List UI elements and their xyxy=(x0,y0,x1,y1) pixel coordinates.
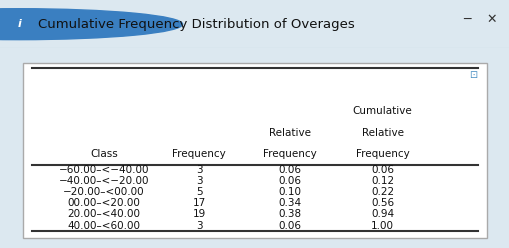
Text: 0.06: 0.06 xyxy=(278,165,301,175)
Text: 40.00–<60.00: 40.00–<60.00 xyxy=(68,220,140,231)
Text: 5: 5 xyxy=(195,187,202,197)
Text: Frequency: Frequency xyxy=(355,149,409,159)
FancyBboxPatch shape xyxy=(23,63,486,238)
Text: Frequency: Frequency xyxy=(263,149,316,159)
Text: 0.94: 0.94 xyxy=(371,210,393,219)
Text: Relative: Relative xyxy=(268,127,310,138)
Text: 17: 17 xyxy=(192,198,206,208)
Text: 00.00–<20.00: 00.00–<20.00 xyxy=(68,198,140,208)
Text: 0.06: 0.06 xyxy=(278,176,301,186)
Text: 3: 3 xyxy=(195,220,202,231)
Text: ⊡: ⊡ xyxy=(468,70,476,81)
Text: 0.38: 0.38 xyxy=(278,210,301,219)
Text: 0.12: 0.12 xyxy=(371,176,393,186)
Text: Frequency: Frequency xyxy=(172,149,225,159)
Text: 1.00: 1.00 xyxy=(371,220,393,231)
Text: 0.10: 0.10 xyxy=(278,187,301,197)
Text: ✕: ✕ xyxy=(486,13,496,26)
Text: 0.22: 0.22 xyxy=(371,187,393,197)
Text: Class: Class xyxy=(90,149,118,159)
Text: Relative: Relative xyxy=(361,127,403,138)
Text: 3: 3 xyxy=(195,176,202,186)
Text: Cumulative: Cumulative xyxy=(352,106,412,116)
Text: 20.00–<40.00: 20.00–<40.00 xyxy=(68,210,140,219)
Text: i: i xyxy=(17,19,21,29)
Text: ─: ─ xyxy=(462,13,469,26)
Text: 3: 3 xyxy=(195,165,202,175)
Text: 19: 19 xyxy=(192,210,206,219)
Text: 0.06: 0.06 xyxy=(371,165,393,175)
Text: Cumulative Frequency Distribution of Overages: Cumulative Frequency Distribution of Ove… xyxy=(38,18,354,31)
Circle shape xyxy=(0,9,182,40)
Text: 0.56: 0.56 xyxy=(371,198,393,208)
Text: −20.00–<00.00: −20.00–<00.00 xyxy=(63,187,145,197)
Text: −60.00–<−40.00: −60.00–<−40.00 xyxy=(59,165,149,175)
Text: −40.00–<−20.00: −40.00–<−20.00 xyxy=(59,176,149,186)
Text: 0.06: 0.06 xyxy=(278,220,301,231)
Text: 0.34: 0.34 xyxy=(278,198,301,208)
